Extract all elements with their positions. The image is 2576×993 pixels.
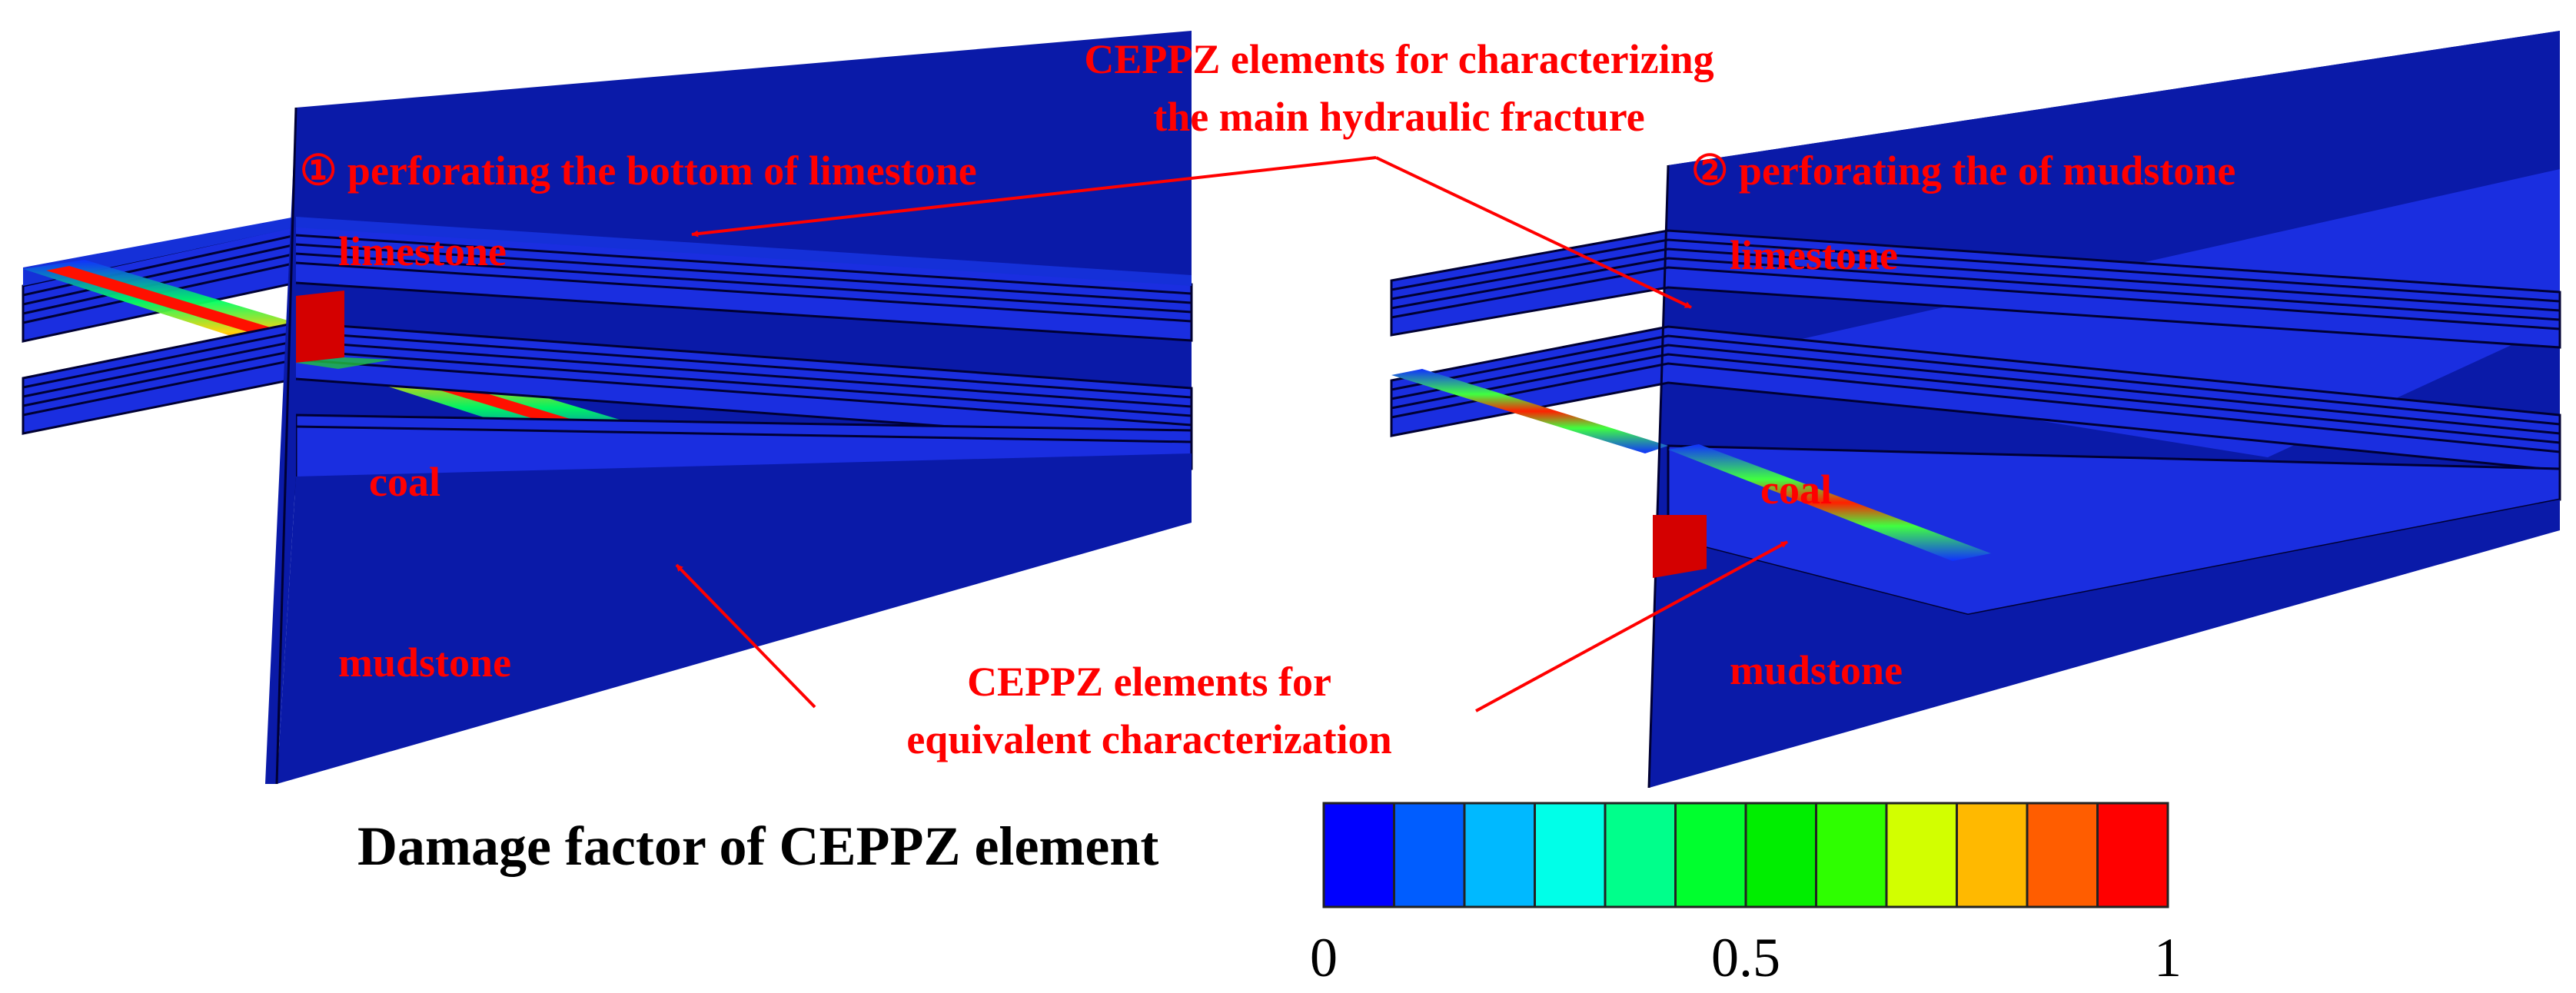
top-annotation-line1: CEPPZ elements for characterizing (1084, 36, 1713, 82)
legend-ticks: 0 0.5 1 (1310, 927, 2182, 988)
bottom-annotation-line1: CEPPZ elements for (967, 659, 1331, 705)
legend-swatch (1674, 802, 1747, 908)
bottom-annotation-line2: equivalent characterization (906, 716, 1391, 762)
legend-tick-label: 1 (2154, 927, 2182, 988)
model-1 (22, 31, 1193, 785)
legend-tick-label: 0 (1310, 927, 1338, 988)
legend-swatch (1815, 802, 1888, 908)
case2-limestone-label: limestone (1730, 232, 1898, 278)
model2-fracture-band-right (1668, 444, 1991, 561)
arrow-top-to-model1 (691, 156, 1377, 237)
top-annotation-line2: the main hydraulic fracture (1153, 94, 1644, 140)
arrow-top-to-model2 (1375, 156, 1692, 309)
model-2 (1390, 31, 2561, 789)
legend: Damage factor of CEPPZ element 0 0.5 1 (357, 802, 2182, 988)
model2-mudstone-wall (1649, 500, 2560, 788)
annotations: CEPPZ elements for characterizing the ma… (300, 36, 2235, 762)
legend-swatch (1604, 802, 1677, 908)
model1-perforation (296, 291, 344, 363)
case1-mudstone-label: mudstone (338, 639, 511, 686)
case1-limestone-label: limestone (338, 228, 507, 274)
legend-swatch (1744, 802, 1817, 908)
arrow-bottom-to-model2 (1475, 540, 1788, 712)
case1-coal-label: coal (369, 459, 440, 505)
legend-swatch (1393, 802, 1466, 908)
legend-swatch (1463, 802, 1536, 908)
model2-fracture-band-left (1391, 369, 1668, 453)
case2-coal-label: coal (1760, 467, 1832, 513)
legend-title: Damage factor of CEPPZ element (357, 815, 1158, 877)
legend-swatch (1534, 802, 1607, 908)
legend-tick-label: 0.5 (1711, 927, 1780, 988)
model1-upper-layers (22, 217, 1193, 343)
model1-mudstone-wall (277, 453, 1192, 784)
case2-mudstone-label: mudstone (1730, 647, 1903, 693)
model2-upper-layers (1390, 229, 2561, 349)
case2-title: ② perforating the of mudstone (1691, 148, 2235, 194)
legend-swatch (1956, 802, 2029, 908)
legend-swatch (1885, 802, 1958, 908)
case1-title: ① perforating the bottom of limestone (300, 148, 977, 194)
arrow-bottom-to-model1 (675, 563, 816, 709)
legend-swatch (2096, 802, 2169, 908)
legend-colorbar (1322, 802, 2169, 908)
legend-swatch (1322, 802, 1395, 908)
legend-swatch (2026, 802, 2099, 908)
model2-perforation (1653, 515, 1707, 578)
